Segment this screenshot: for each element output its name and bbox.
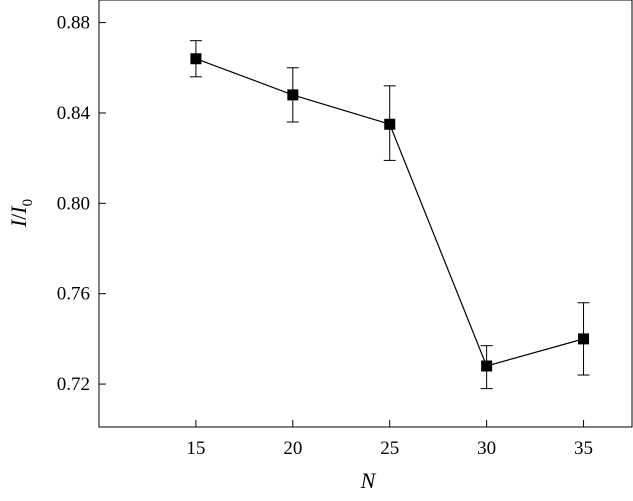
x-tick-label: 20 [283,438,302,459]
y-axis-label-subscript: 0 [20,199,36,207]
data-point-marker [190,53,202,65]
x-axis-ticks: 15 20 25 30 35 [186,420,593,459]
data-point-marker [481,360,493,372]
y-tick-label: 0.88 [57,13,90,34]
y-tick-label: 0.84 [57,103,91,124]
y-tick-label: 0.72 [57,374,90,395]
x-axis-label: N [360,468,377,493]
y-tick-label: 0.80 [57,193,90,214]
x-tick-label: 25 [380,438,399,459]
y-axis-label-base: I [6,205,31,215]
data-point-marker [287,89,299,101]
series-layer [189,40,590,390]
y-axis-label: I/I0 [6,199,36,228]
x-tick-label: 35 [574,438,593,459]
plot-frame [98,0,633,428]
data-point-marker [578,333,590,345]
y-axis-label-main: I [6,218,31,228]
x-tick-label: 30 [477,438,496,459]
data-point-marker [384,118,396,130]
y-axis-label-slash: / [6,213,31,220]
y-tick-label: 0.76 [57,284,90,305]
y-axis-ticks: 0.72 0.76 0.80 0.84 0.88 [57,13,106,395]
x-tick-label: 15 [186,438,205,459]
